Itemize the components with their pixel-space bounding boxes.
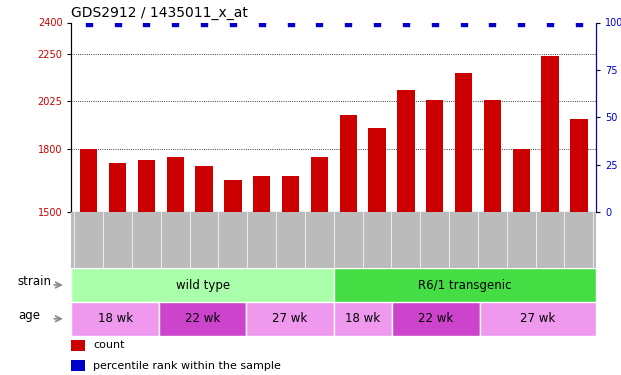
Bar (282, 176, 299, 375)
Point (170, 20, 180, 26)
Bar (397, 90, 414, 375)
Text: 27 wk: 27 wk (273, 312, 307, 325)
Text: wild type: wild type (176, 279, 230, 291)
Bar (392, 302, 479, 336)
Bar (138, 160, 155, 375)
Bar (455, 73, 472, 375)
Bar (484, 100, 501, 375)
Point (487, 20, 497, 26)
Point (256, 20, 266, 26)
Bar (196, 166, 212, 375)
Bar (340, 115, 357, 375)
Bar (570, 119, 587, 375)
Text: 18 wk: 18 wk (345, 312, 381, 325)
Point (430, 20, 440, 26)
Text: GDS2912 / 1435011_x_at: GDS2912 / 1435011_x_at (71, 6, 248, 20)
Bar (253, 176, 270, 375)
Text: percentile rank within the sample: percentile rank within the sample (93, 360, 281, 370)
Text: strain: strain (18, 275, 52, 288)
Bar (71, 302, 159, 336)
Bar (479, 302, 596, 336)
Point (84, 20, 94, 26)
Point (286, 20, 296, 26)
Text: 27 wk: 27 wk (520, 312, 555, 325)
Point (401, 20, 411, 26)
Bar (542, 56, 559, 375)
Point (545, 20, 555, 26)
Bar (80, 149, 97, 375)
Bar (224, 180, 242, 375)
Point (314, 20, 324, 26)
Text: 18 wk: 18 wk (97, 312, 133, 325)
Bar (426, 100, 443, 375)
Point (199, 20, 209, 26)
Bar (512, 149, 530, 375)
Bar (247, 302, 334, 336)
Text: age: age (18, 309, 40, 322)
Text: 22 wk: 22 wk (418, 312, 453, 325)
Bar (159, 302, 247, 336)
Text: 22 wk: 22 wk (185, 312, 220, 325)
Bar (334, 302, 392, 336)
Point (142, 20, 152, 26)
Point (343, 20, 353, 26)
Point (228, 20, 238, 26)
Point (516, 20, 526, 26)
Bar (368, 128, 386, 375)
Bar (334, 268, 596, 302)
Bar (109, 164, 126, 375)
Text: R6/1 transgenic: R6/1 transgenic (418, 279, 512, 291)
Point (112, 20, 122, 26)
Point (372, 20, 382, 26)
Text: count: count (93, 340, 125, 350)
Bar (71, 340, 84, 351)
Bar (310, 157, 328, 375)
Bar (166, 157, 184, 375)
Bar (71, 360, 84, 371)
Point (574, 20, 584, 26)
Bar (71, 268, 334, 302)
Point (458, 20, 468, 26)
